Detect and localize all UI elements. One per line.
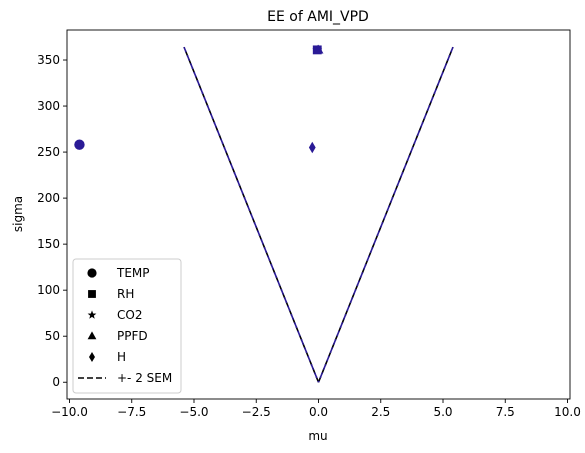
sem-line-right-blue: [317, 46, 454, 383]
y-tick-label: 350: [37, 53, 60, 67]
x-axis-label: mu: [308, 429, 327, 443]
x-tick-label: −10.0: [51, 405, 88, 419]
x-tick-label: 2.5: [371, 405, 390, 419]
x-tick-label: 5.0: [433, 405, 452, 419]
x-tick-label: 0.0: [309, 405, 328, 419]
y-axis-label: sigma: [11, 196, 25, 232]
marker-h: [308, 141, 316, 154]
legend-label-co2: CO2: [117, 308, 142, 322]
legend-label-rh: RH: [117, 287, 134, 301]
legend-label-sem: +- 2 SEM: [117, 371, 172, 385]
legend-marker-ppfd: [87, 331, 97, 340]
x-tick-label: −5.0: [179, 405, 208, 419]
x-tick-label: 10.0: [554, 405, 581, 419]
x-tick-label: −2.5: [242, 405, 271, 419]
y-tick-label: 200: [37, 191, 60, 205]
y-axis-ticks: 0 50 100 150 200 250 300 350: [37, 53, 67, 389]
y-tick-label: 0: [52, 375, 60, 389]
sem-line-left-blue: [183, 46, 320, 383]
x-tick-label: −7.5: [117, 405, 146, 419]
y-tick-label: 300: [37, 99, 60, 113]
legend-marker-temp: [87, 268, 97, 278]
y-tick-label: 50: [45, 329, 60, 343]
x-tick-label: 7.5: [496, 405, 515, 419]
legend-marker-rh: [88, 290, 96, 298]
chart-title: EE of AMI_VPD: [267, 9, 369, 25]
legend: TEMP RH CO2 PPFD H +- 2 SEM: [72, 258, 182, 394]
legend-label-h: H: [117, 350, 126, 364]
legend-label-temp: TEMP: [116, 266, 150, 280]
legend-label-ppfd: PPFD: [117, 329, 148, 343]
legend-marker-co2: [87, 310, 97, 319]
y-tick-label: 100: [37, 283, 60, 297]
marker-temp: [74, 139, 85, 150]
y-tick-label: 250: [37, 145, 60, 159]
legend-box: [72, 258, 182, 394]
x-axis-ticks: −10.0 −7.5 −5.0 −2.5 0.0 2.5 5.0 7.5 10.0: [51, 399, 581, 419]
data-markers: [74, 44, 324, 154]
marker-ppfd: [313, 44, 324, 54]
legend-marker-h: [89, 351, 95, 363]
sem-lines: [183, 46, 454, 383]
y-tick-label: 150: [37, 237, 60, 251]
